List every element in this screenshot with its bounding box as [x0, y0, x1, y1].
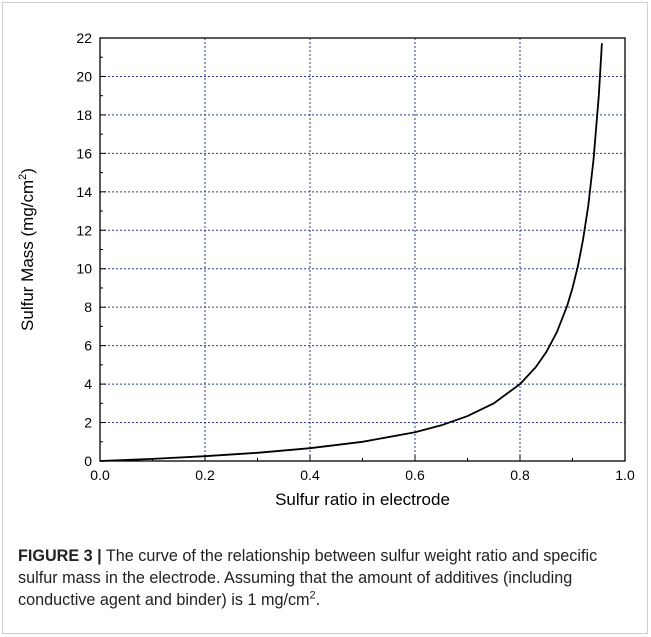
x-tick-label: 0.8: [510, 467, 530, 483]
y-tick-label: 2: [84, 415, 92, 431]
y-tick-label: 12: [76, 222, 92, 238]
y-tick-label: 20: [76, 68, 92, 84]
x-tick-label: 1.0: [615, 467, 635, 483]
x-tick-label: 0.6: [405, 467, 425, 483]
figure-caption: FIGURE 3 | The curve of the relationship…: [18, 545, 630, 611]
y-axis-title-sup: 2: [17, 174, 29, 180]
y-axis-title-end: ): [18, 168, 37, 174]
y-tick-label: 8: [84, 299, 92, 315]
chart: 0.0 0.2 0.4 0.6 0.8 1.0 0 2 4 6 8 10 12 14 16 18 20 22 Su…: [17, 30, 635, 509]
y-axis-title: Sulfur Mass (mg/cm2): [17, 168, 37, 331]
figure-label: FIGURE 3 |: [18, 547, 102, 565]
y-tick-label: 22: [76, 30, 92, 46]
caption-sup: 2: [309, 589, 316, 602]
y-tick-label: 4: [84, 376, 92, 392]
x-axis-title: Sulfur ratio in electrode: [275, 490, 450, 509]
y-tick-label: 14: [76, 184, 92, 200]
y-tick-label: 0: [84, 453, 92, 469]
y-tick-label: 6: [84, 338, 92, 354]
y-tick-label: 16: [76, 145, 92, 161]
x-tick-label: 0.2: [195, 467, 215, 483]
caption-end: .: [315, 591, 321, 609]
x-tick-label: 0.4: [300, 467, 320, 483]
x-tick-label: 0.0: [90, 467, 110, 483]
caption-text: The curve of the relationship between su…: [18, 547, 598, 609]
y-tick-label: 18: [76, 107, 92, 123]
y-tick-label: 10: [76, 261, 92, 277]
grid: [100, 38, 625, 461]
series-line: [99, 43, 603, 462]
y-axis-title-main: Sulfur Mass (mg/cm: [18, 180, 37, 331]
plot-area: [99, 37, 626, 462]
tick-labels: 0.0 0.2 0.4 0.6 0.8 1.0 0 2 4 6 8 10 12 14 16 18 20 22: [76, 30, 635, 483]
axis-ticks: [99, 37, 626, 462]
